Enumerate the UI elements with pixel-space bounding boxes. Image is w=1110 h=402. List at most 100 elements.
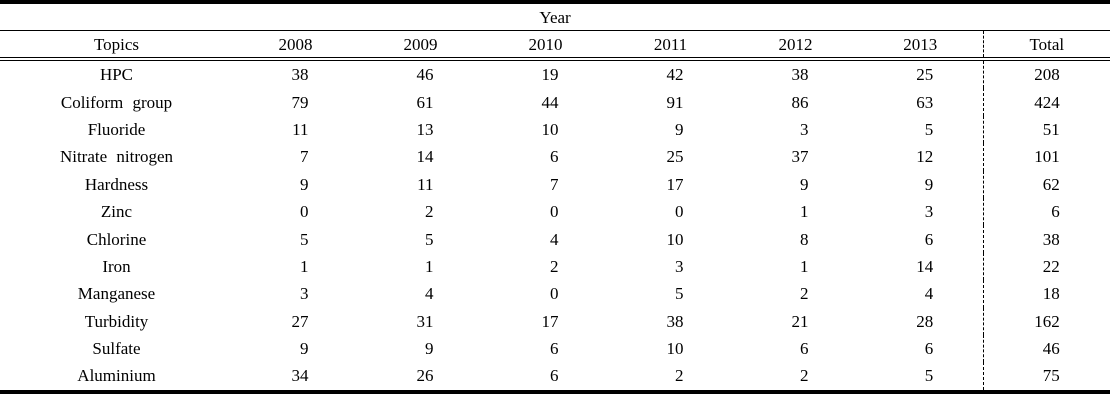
year-value-cell: 42 bbox=[608, 59, 733, 88]
year-value: 0 bbox=[300, 202, 309, 222]
year-value-cell: 3 bbox=[608, 253, 733, 280]
year-value: 38 bbox=[791, 65, 809, 85]
total-cell: 18 bbox=[982, 280, 1110, 308]
total-value: 22 bbox=[1042, 256, 1060, 276]
table-row: Sulfate 9 9 6 10 6 6 46 bbox=[0, 334, 1110, 363]
year-value: 5 bbox=[300, 229, 309, 249]
column-header-row: Topics 2008 2009 2010 2011 2012 2013 Tot… bbox=[0, 30, 1110, 61]
topic-cell: Fluoride bbox=[87, 119, 146, 139]
year-value-cell: 4 bbox=[358, 280, 483, 307]
year-value-cell: 19 bbox=[483, 59, 608, 88]
year-value: 2 bbox=[800, 366, 809, 386]
year-value: 5 bbox=[924, 119, 934, 139]
year-value-cell: 1 bbox=[733, 253, 858, 280]
year-value: 31 bbox=[416, 311, 434, 331]
year-value-cell: 2 bbox=[358, 198, 483, 225]
topic-cell: Iron bbox=[102, 256, 131, 276]
topic-cell: Nitrate nitrogen bbox=[59, 147, 174, 167]
year-value: 1 bbox=[800, 202, 809, 222]
year-value: 9 bbox=[675, 119, 684, 139]
year-value-cell: 9 bbox=[858, 171, 983, 198]
total-value: 6 bbox=[1051, 202, 1060, 222]
year-value: 61 bbox=[416, 92, 434, 112]
col-header-2008: 2008 bbox=[233, 30, 358, 61]
year-value-cell: 9 bbox=[233, 171, 358, 198]
year-value-cell: 79 bbox=[233, 88, 358, 115]
year-value: 28 bbox=[916, 311, 934, 331]
year-value: 34 bbox=[291, 366, 309, 386]
year-value-cell: 3 bbox=[733, 116, 858, 143]
year-value-cell: 10 bbox=[483, 116, 608, 143]
year-value: 9 bbox=[425, 339, 434, 359]
year-value: 9 bbox=[300, 174, 309, 194]
year-value-cell: 91 bbox=[608, 88, 733, 115]
year-value-cell: 5 bbox=[358, 225, 483, 252]
year-value: 7 bbox=[550, 174, 559, 194]
year-value-cell: 9 bbox=[233, 335, 358, 362]
year-value-cell: 86 bbox=[733, 88, 858, 115]
topic-cell: Coliform group bbox=[60, 92, 173, 112]
year-value: 4 bbox=[550, 229, 559, 249]
total-cell: 75 bbox=[982, 362, 1110, 394]
col-header-2011: 2011 bbox=[608, 30, 733, 61]
topic-cell: HPC bbox=[99, 65, 134, 85]
table-row: Zinc 0 2 0 0 1 3 6 bbox=[0, 197, 1110, 226]
year-value-cell: 4 bbox=[858, 280, 983, 307]
year-value-cell: 6 bbox=[733, 335, 858, 362]
year-value-cell: 34 bbox=[233, 362, 358, 394]
year-value-cell: 2 bbox=[483, 253, 608, 280]
year-value-cell: 5 bbox=[858, 362, 983, 394]
total-value: 46 bbox=[1042, 339, 1060, 359]
year-value: 6 bbox=[550, 339, 559, 359]
year-value-cell: 9 bbox=[733, 171, 858, 198]
year-value-cell: 0 bbox=[608, 198, 733, 225]
year-value: 3 bbox=[300, 284, 309, 304]
total-value: 162 bbox=[1034, 311, 1060, 331]
year-value-cell: 31 bbox=[358, 308, 483, 335]
year-value-cell: 28 bbox=[858, 308, 983, 335]
table-row: Iron 1 1 2 3 1 14 22 bbox=[0, 252, 1110, 281]
total-cell: 62 bbox=[982, 170, 1110, 198]
table-row: Nitrate nitrogen 7 14 6 25 37 12 101 bbox=[0, 143, 1110, 171]
year-value-cell: 0 bbox=[483, 198, 608, 225]
topic-cell: Aluminium bbox=[0, 362, 233, 394]
year-value: 6 bbox=[924, 229, 934, 249]
year-value: 9 bbox=[800, 174, 809, 194]
total-cell: 101 bbox=[982, 143, 1110, 171]
table-row: Manganese 3 4 0 5 2 4 18 bbox=[0, 280, 1110, 308]
col-header-2010: 2010 bbox=[483, 30, 608, 61]
year-value-cell: 25 bbox=[608, 143, 733, 170]
year-value: 2 bbox=[550, 256, 559, 276]
table-body: HPC 38 46 19 42 38 25 208 Coliform group 79 61 44 91… bbox=[0, 59, 1110, 394]
year-value-cell: 25 bbox=[858, 59, 983, 88]
year-value-cell: 17 bbox=[608, 171, 733, 198]
year-value: 6 bbox=[550, 147, 559, 167]
year-value: 25 bbox=[916, 65, 934, 85]
year-value: 37 bbox=[791, 147, 809, 167]
topic-cell: Turbidity bbox=[84, 311, 149, 331]
year-value-cell: 9 bbox=[608, 116, 733, 143]
year-value: 2 bbox=[800, 284, 809, 304]
year-value-cell: 11 bbox=[358, 171, 483, 198]
col-header-total: Total bbox=[982, 30, 1110, 61]
total-cell: 6 bbox=[982, 197, 1110, 226]
year-value-cell: 7 bbox=[483, 171, 608, 198]
year-value-cell: 6 bbox=[858, 225, 983, 252]
year-value-cell: 9 bbox=[358, 335, 483, 362]
year-value-cell: 37 bbox=[733, 143, 858, 170]
year-value: 11 bbox=[417, 174, 434, 194]
year-value-cell: 14 bbox=[858, 253, 983, 280]
year-value-cell: 13 bbox=[358, 116, 483, 143]
year-value: 46 bbox=[416, 65, 434, 85]
year-value: 6 bbox=[924, 339, 934, 359]
year-value-cell: 6 bbox=[858, 335, 983, 362]
year-value: 9 bbox=[300, 339, 309, 359]
year-value-cell: 0 bbox=[233, 198, 358, 225]
year-value: 42 bbox=[666, 65, 684, 85]
year-value: 5 bbox=[425, 229, 434, 249]
total-value: 75 bbox=[1042, 366, 1060, 386]
topic-cell: Manganese bbox=[77, 284, 156, 304]
total-cell: 51 bbox=[982, 115, 1110, 144]
year-value: 21 bbox=[791, 311, 809, 331]
